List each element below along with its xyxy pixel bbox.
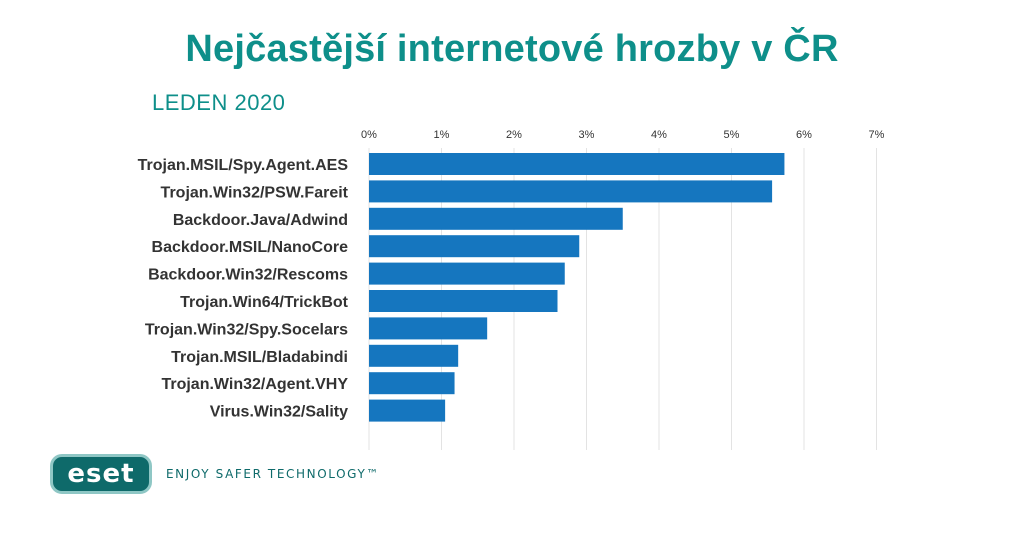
bar [369,290,558,312]
chart-title: Nejčastější internetové hrozby v ČR [185,28,839,70]
category-label: Trojan.Win32/PSW.Fareit [161,184,349,201]
brand-tagline: ENJOY SAFER TECHNOLOGY™ [166,467,380,481]
x-tick-label: 2% [506,129,522,141]
brand-footer: eset ENJOY SAFER TECHNOLOGY™ [50,454,380,494]
x-tick-label: 5% [724,129,740,141]
bar [369,372,455,395]
category-label: Virus.Win32/Sality [210,404,348,421]
bar [369,180,773,203]
bar [369,344,459,367]
chart-subtitle: LEDEN 2020 [152,90,286,115]
bars [369,153,785,422]
category-label: Trojan.MSIL/Spy.Agent.AES [138,157,349,174]
category-label: Backdoor.Java/Adwind [173,212,348,229]
category-label: Trojan.Win32/Spy.Socelars [145,321,348,338]
x-tick-label: 1% [434,129,450,141]
category-labels: Trojan.MSIL/Spy.Agent.AES Trojan.Win32/PS… [138,157,349,421]
bar [369,399,446,422]
x-tick-label: 4% [651,129,667,141]
x-tick-label: 3% [579,129,595,141]
category-label: Trojan.Win32/Agent.VHY [161,376,348,393]
x-tick-label: 7% [869,129,885,141]
x-tick-label: 0% [361,129,377,141]
category-label: Backdoor.MSIL/NanoCore [152,239,349,256]
bar [369,235,580,258]
category-label: Backdoor.Win32/Rescoms [148,267,348,284]
category-label: Trojan.MSIL/Bladabindi [171,349,348,366]
x-axis-ticks: 0% 1% 2% 3% 4% 5% 6% 7% [361,129,885,141]
bar [369,317,488,340]
category-label: Trojan.Win64/TrickBot [180,294,349,311]
bar [369,153,785,175]
x-tick-label: 6% [796,129,812,141]
eset-logo: eset [50,454,152,494]
bar [369,262,565,285]
logo-text: eset [67,459,135,489]
bar [369,207,623,230]
